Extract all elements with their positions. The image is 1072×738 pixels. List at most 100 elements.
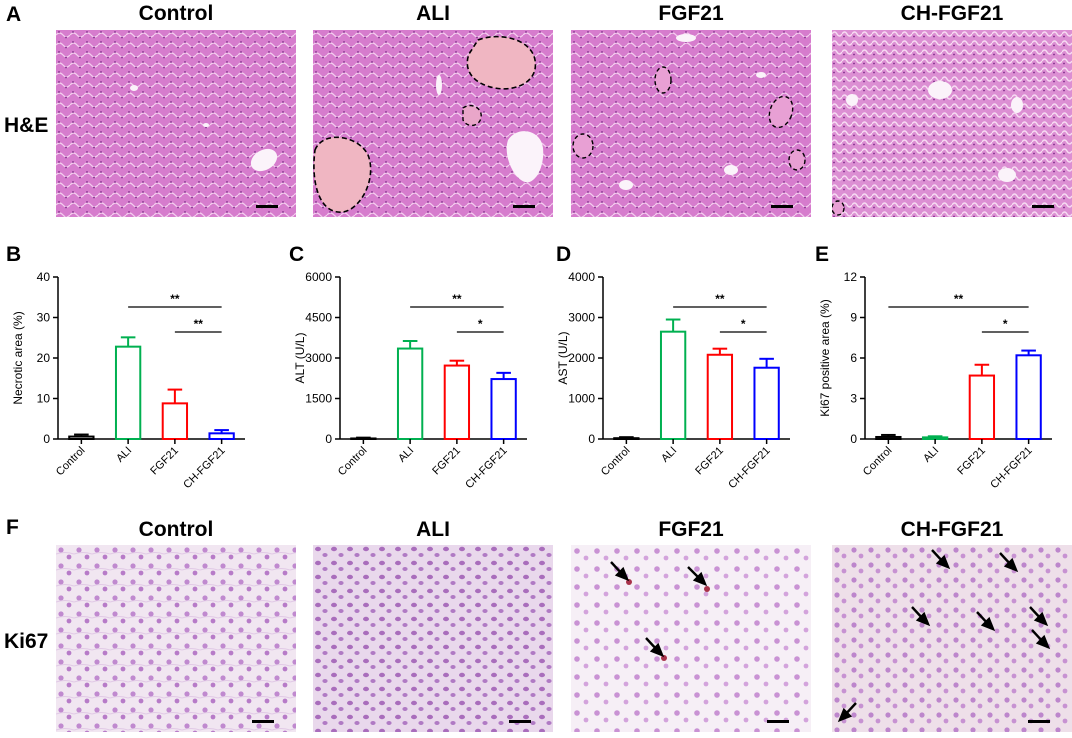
ki67-image-control — [56, 545, 296, 732]
x-tick-label: ALI — [396, 445, 416, 465]
y-tick-label: 12 — [844, 270, 858, 284]
y-tick-label: 3000 — [568, 311, 595, 325]
bar-control — [68, 435, 95, 441]
he-title-control: Control — [138, 2, 214, 25]
panel-letter-c: C — [289, 243, 305, 266]
central-vein — [250, 148, 278, 172]
bar-fgf21 — [161, 402, 189, 440]
significance-label: * — [741, 317, 746, 331]
y-tick-label: 0 — [588, 432, 595, 446]
bar-control — [875, 435, 902, 441]
ki67-image-fgf21 — [571, 545, 811, 732]
bar-fgf21 — [968, 374, 996, 441]
scale-bar — [1028, 720, 1050, 723]
panel-letter-d: D — [556, 243, 572, 266]
x-tick-label: FGF21 — [955, 445, 988, 478]
bar-control — [350, 437, 377, 441]
x-tick-label: ALI — [659, 445, 679, 465]
x-tick-label: CH-FGF21 — [988, 445, 1035, 492]
y-tick-label: 3000 — [305, 351, 332, 365]
panel-letter-f: F — [6, 516, 19, 539]
significance-label: ** — [954, 292, 964, 306]
y-tick-label: 1000 — [568, 392, 595, 406]
bar-ali — [114, 345, 142, 440]
x-tick-label: FGF21 — [430, 445, 463, 478]
bar-ch-fgf21 — [490, 378, 517, 440]
ki67-title-ch-fgf21: CH-FGF21 — [900, 518, 1004, 541]
y-tick-label: 20 — [37, 351, 51, 365]
y-tick-label: 0 — [43, 432, 50, 446]
panel-letter-a: A — [6, 3, 22, 26]
y-axis-label: AST (U/L) — [556, 331, 570, 384]
x-tick-label: ALI — [921, 445, 941, 465]
x-tick-label: Control — [599, 445, 633, 479]
he-image-ch-fgf21 — [832, 30, 1072, 217]
y-tick-label: 40 — [37, 270, 51, 284]
necrotic-area — [466, 35, 537, 90]
bar-ch-fgf21 — [1015, 354, 1042, 440]
scale-bar — [256, 205, 278, 208]
y-tick-label: 4000 — [568, 270, 595, 284]
chart-ki67: Ki67 positive area (%) 0 3 6 9 12 Control ALI FG… — [818, 270, 1052, 492]
significance-label: * — [1003, 317, 1008, 331]
he-title-ch-fgf21: CH-FGF21 — [900, 2, 1004, 25]
bar-ch-fgf21 — [208, 432, 235, 441]
he-title-ali: ALI — [416, 2, 450, 25]
y-tick-label: 6000 — [305, 270, 332, 284]
scale-bar — [509, 720, 531, 723]
x-tick-label: Control — [861, 445, 895, 479]
bar-control — [613, 437, 640, 441]
y-tick-label: 9 — [850, 311, 857, 325]
chart-necrotic-area: Necrotic area (%) 0 10 20 30 40 Control ALI FGF2… — [11, 270, 245, 492]
scale-bar — [252, 720, 274, 723]
ki67-title-ali: ALI — [416, 518, 450, 541]
significance-label: * — [478, 317, 483, 331]
ki67-image-ch-fgf21 — [832, 545, 1072, 732]
significance-label: ** — [194, 317, 204, 331]
bar-ch-fgf21 — [753, 366, 780, 440]
y-tick-label: 6 — [850, 351, 857, 365]
he-image-ali — [313, 30, 553, 217]
y-axis-label: ALT (U/L) — [293, 333, 307, 384]
y-axis-label: Ki67 positive area (%) — [818, 299, 832, 416]
arrow-icon — [610, 561, 708, 658]
ki67-title-control: Control — [138, 518, 214, 541]
significance-label: ** — [170, 292, 180, 306]
x-tick-label: ALI — [114, 445, 134, 465]
bar-ali — [396, 347, 424, 440]
scale-bar — [1032, 205, 1054, 208]
y-tick-label: 1500 — [305, 392, 332, 406]
x-tick-label: CH-FGF21 — [726, 445, 773, 492]
chart-alt: ALT (U/L) 0 1500 3000 4500 6000 Control ALI FGF2… — [293, 270, 527, 492]
bar-ali — [921, 436, 949, 441]
y-axis-label: Necrotic area (%) — [11, 311, 25, 404]
he-image-fgf21 — [571, 30, 811, 217]
significance-label: ** — [452, 292, 462, 306]
he-title-fgf21: FGF21 — [658, 2, 724, 25]
he-row-label: H&E — [4, 114, 49, 137]
x-tick-label: CH-FGF21 — [463, 445, 510, 492]
y-tick-label: 3 — [850, 392, 857, 406]
he-image-control — [56, 30, 296, 217]
necrotic-area — [313, 136, 372, 213]
panel-letter-b: B — [6, 243, 22, 266]
y-tick-label: 0 — [850, 432, 857, 446]
bar-ali — [659, 330, 687, 440]
y-tick-label: 4500 — [305, 311, 332, 325]
scale-bar — [767, 720, 789, 723]
x-tick-label: FGF21 — [693, 445, 726, 478]
chart-ast: AST (U/L) 0 1000 2000 3000 4000 Control ALI FGF2… — [556, 270, 790, 492]
panel-letter-e: E — [815, 243, 830, 266]
y-tick-label: 2000 — [568, 351, 595, 365]
ki67-title-fgf21: FGF21 — [658, 518, 724, 541]
central-vein — [506, 131, 544, 183]
y-tick-label: 30 — [37, 311, 51, 325]
arrow-icon — [837, 549, 1051, 723]
x-tick-label: FGF21 — [148, 445, 181, 478]
ki67-row-label: Ki67 — [4, 630, 49, 653]
x-tick-label: CH-FGF21 — [181, 445, 228, 492]
y-tick-label: 10 — [37, 392, 51, 406]
scale-bar — [513, 205, 535, 208]
significance-label: ** — [715, 292, 725, 306]
x-tick-label: Control — [54, 445, 88, 479]
